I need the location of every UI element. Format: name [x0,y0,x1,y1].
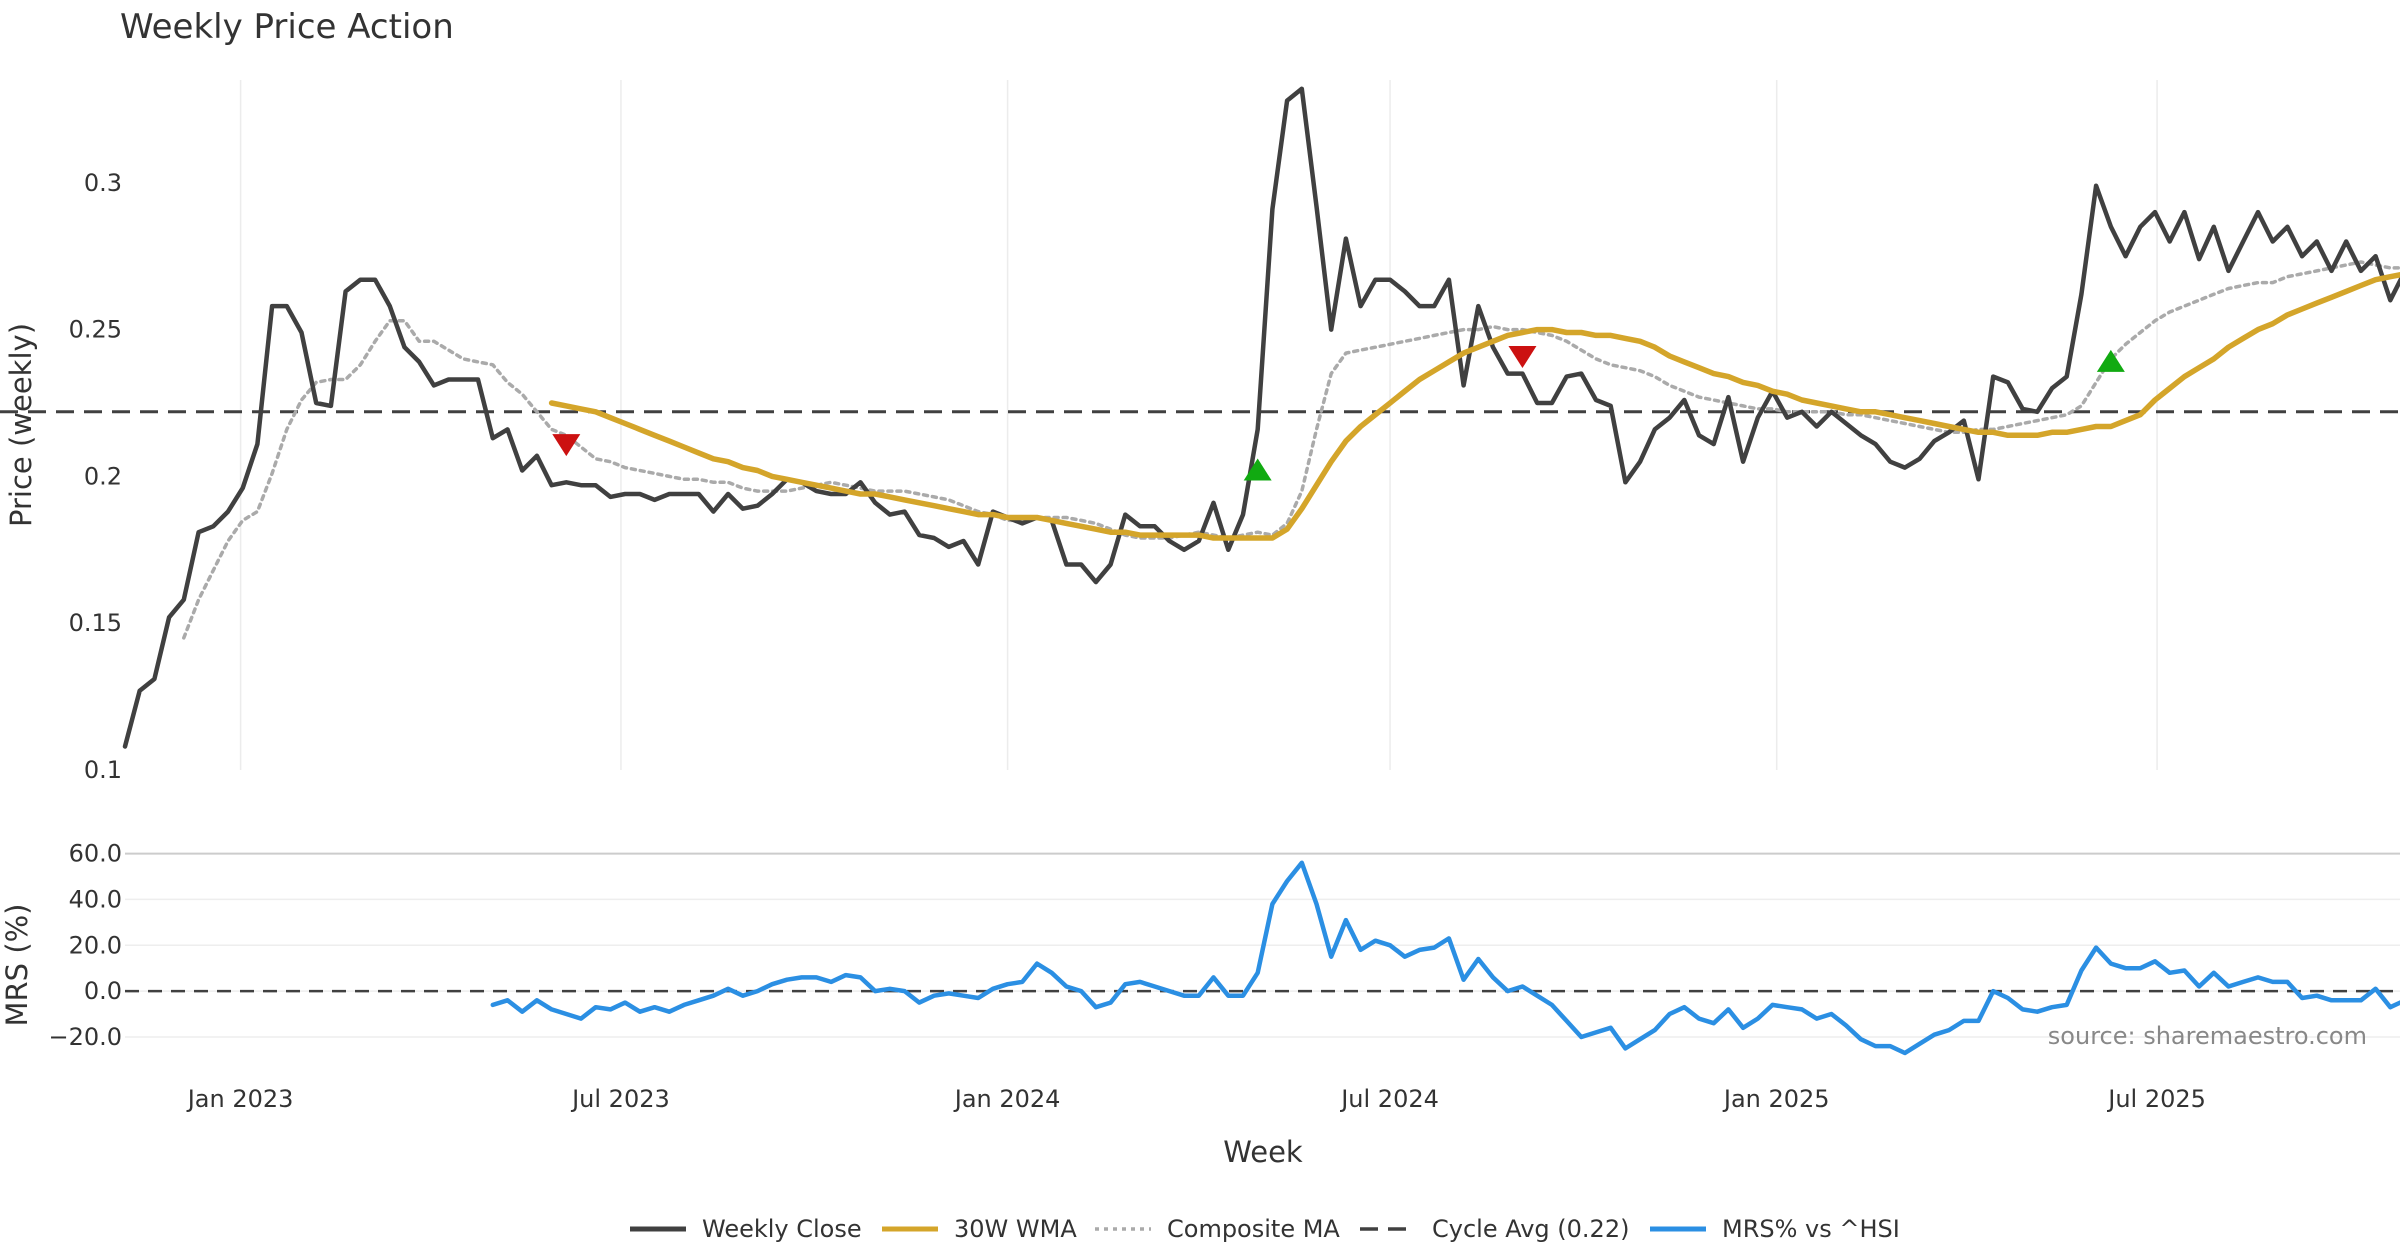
mrs-y-ticks: 60.0 40.0 20.0 0.0 −20.0 [48,840,122,1051]
legend-item: MRS% vs ^HSI [1650,1215,1900,1243]
legend: Weekly Close 30W WMA Composite MA Cycle Avg… [630,1215,1900,1243]
x-tick-label: Jul 2023 [570,1085,670,1113]
x-tick-label: Jul 2024 [1339,1085,1439,1113]
x-tick-label: Jan 2025 [1722,1085,1830,1113]
series-line-30w-wma [548,271,2400,541]
price-y-tick-label: 0.2 [84,462,122,490]
series-line-weekly-close [122,86,2400,749]
legend-label: Composite MA [1167,1215,1340,1243]
legend-label: Cycle Avg (0.22) [1432,1215,1629,1243]
legend-label: MRS% vs ^HSI [1722,1215,1900,1243]
buy-signal-marker [2096,349,2125,372]
price-y-label: Price (weekly) [4,323,38,527]
x-tick-label: Jan 2024 [953,1085,1061,1113]
legend-item: Cycle Avg (0.22) [1360,1215,1629,1243]
mrs-y-tick-label: 0.0 [84,977,122,1005]
series-line-composite-ma [182,260,2400,640]
mrs-y-tick-label: 40.0 [69,885,122,913]
signal-markers [552,346,2125,481]
mrs-y-tick-label: 60.0 [69,840,122,868]
legend-item: 30W WMA [882,1215,1077,1243]
sell-signal-marker [1508,346,1537,368]
legend-item: Weekly Close [630,1215,862,1243]
mrs-series-line [490,860,2400,1056]
price-y-tick-label: 0.1 [84,756,122,784]
chart-title: Weekly Price Action [120,7,454,47]
source-note: source: sharemaestro.com [2048,1022,2367,1050]
price-y-tick-label: 0.15 [69,609,122,637]
legend-label: 30W WMA [954,1215,1077,1243]
mrs-y-tick-label: 20.0 [69,931,122,959]
mrs-series [490,860,2400,1056]
price-series [122,86,2400,749]
x-ticks: Jan 2023 Jul 2023 Jan 2024 Jul 2024 Jan 2025… [186,1085,2206,1113]
x-tick-label: Jul 2025 [2106,1085,2206,1113]
price-y-tick-label: 0.25 [69,316,122,344]
legend-label: Weekly Close [702,1215,862,1243]
mrs-y-tick-label: −20.0 [48,1023,122,1051]
price-y-ticks: 0.1 0.15 0.2 0.25 0.3 [69,169,122,784]
legend-item: Composite MA [1095,1215,1340,1243]
price-y-tick-label: 0.3 [84,169,122,197]
x-tick-label: Jan 2023 [186,1085,294,1113]
sell-signal-marker [552,434,581,457]
x-axis-label: Week [1223,1135,1303,1169]
mrs-y-label: MRS (%) [0,904,34,1027]
buy-signal-marker [1243,458,1272,481]
price-grid [239,80,2158,770]
